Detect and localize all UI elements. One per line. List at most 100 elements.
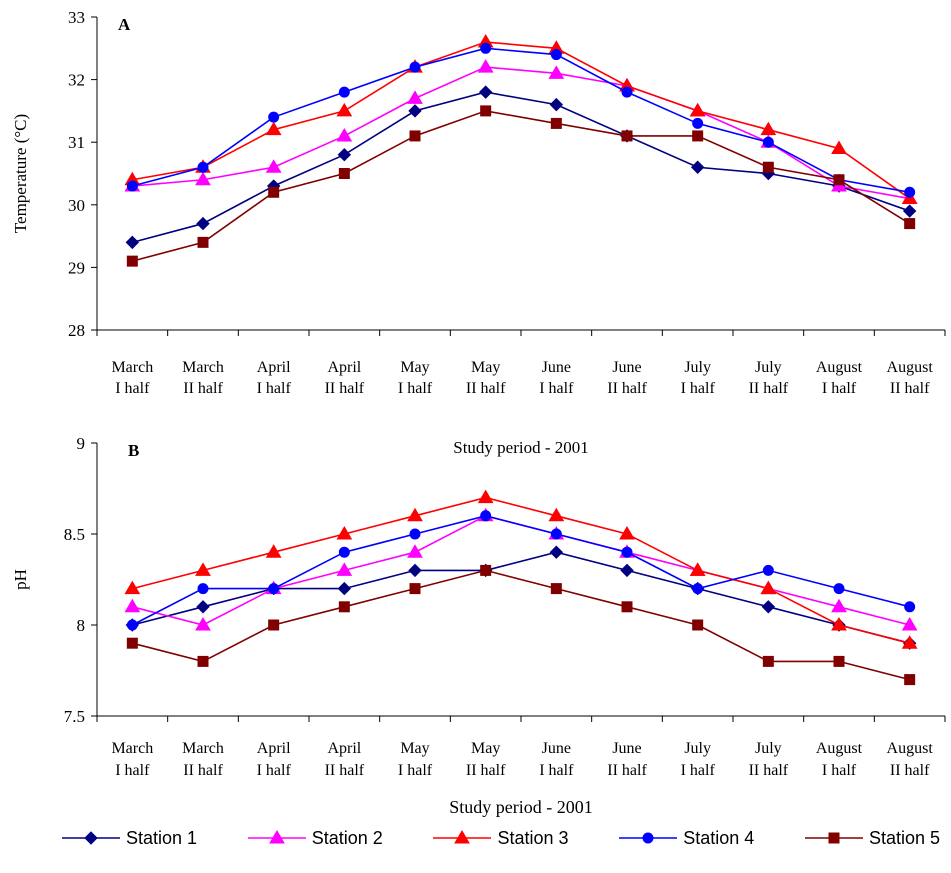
data-point-station-5 (550, 117, 562, 129)
series-station-1 (125, 85, 917, 250)
x-tick-label: March (182, 359, 224, 376)
x-tick-label: June (612, 359, 641, 376)
data-point-station-1 (549, 545, 564, 559)
legend-marker-station-5 (804, 832, 863, 844)
x-tick-label: I half (681, 762, 716, 779)
panel-label: A (118, 15, 131, 34)
series-station-3 (124, 489, 918, 649)
chart-a: 28 29 30 31 32 33 March I half March II half April… (11, 8, 946, 397)
x-tick-label: July (755, 359, 782, 376)
x-tick-label: II half (890, 762, 930, 779)
data-point-station-5 (550, 583, 562, 595)
x-tick-label: April (257, 740, 291, 757)
data-point-station-4 (126, 619, 138, 631)
x-tick-label: May (471, 740, 500, 757)
data-point-station-3 (195, 562, 211, 576)
x-tick-label: August (816, 359, 863, 376)
series-line-station-2 (132, 66, 910, 200)
x-tick-label: April (327, 740, 361, 757)
data-point-station-3 (619, 526, 635, 540)
data-point-station-2 (195, 617, 211, 631)
series-station-5 (126, 105, 916, 267)
y-axis-label: Temperature (°C) (11, 114, 30, 233)
legend-marker-station-1 (62, 831, 120, 845)
data-point-station-1 (337, 581, 352, 596)
data-point-station-4 (762, 564, 774, 576)
x-tick-label: II half (607, 380, 647, 397)
data-point-station-2 (407, 90, 423, 104)
data-point-station-5 (268, 619, 280, 631)
data-point-station-3 (548, 507, 565, 522)
data-point-station-5 (338, 601, 350, 613)
data-point-station-5 (833, 174, 845, 186)
data-point-station-3 (689, 562, 706, 576)
data-point-station-4 (833, 583, 845, 595)
x-tick-label: May (400, 359, 429, 376)
data-point-station-3 (124, 580, 141, 595)
data-point-station-1 (408, 563, 422, 578)
legend-symbol (642, 832, 654, 844)
x-tick-label: August (887, 740, 934, 757)
data-point-station-5 (126, 637, 138, 649)
data-point-station-5 (409, 130, 421, 142)
data-point-station-3 (831, 617, 847, 631)
data-point-station-1 (408, 104, 422, 118)
legend-symbol (268, 830, 285, 844)
legend-label-station-2: Station 2 (311, 827, 383, 848)
x-tick-label: II half (607, 762, 647, 779)
legend-marker-station-4 (619, 832, 678, 844)
data-point-station-4 (197, 583, 209, 595)
legend-symbol (828, 832, 840, 844)
data-point-station-5 (197, 236, 209, 248)
panel-label: B (128, 441, 139, 460)
data-point-station-5 (762, 655, 774, 667)
x-tick-label: I half (398, 762, 433, 779)
series-line-station-5 (132, 569, 910, 681)
x-tick-label: I half (822, 762, 857, 779)
data-point-station-1 (620, 563, 634, 578)
x-tick-label: June (542, 740, 571, 757)
data-point-station-4 (409, 528, 421, 540)
data-point-station-2 (124, 598, 141, 613)
legend-item-station-2: Station 2 (246, 828, 383, 849)
legend-item-station-5: Station 5 (803, 828, 940, 849)
data-point-station-4 (621, 86, 633, 98)
x-tick-label: II half (183, 762, 223, 779)
x-tick-label: March (111, 359, 153, 376)
x-tick-label: I half (115, 762, 150, 779)
data-point-station-1 (761, 600, 776, 614)
data-point-station-5 (197, 655, 209, 667)
data-point-station-4 (268, 111, 280, 123)
x-tick-label: I half (539, 762, 574, 779)
data-point-station-2 (336, 562, 353, 576)
series-line-station-1 (132, 91, 910, 244)
data-point-station-3 (831, 140, 847, 154)
x-axis-label: Study period - 2001 (449, 797, 593, 817)
data-point-station-3 (265, 121, 282, 136)
data-point-station-3 (760, 121, 777, 136)
legend-item-station-1: Station 1 (60, 828, 197, 849)
legend-label-station-1: Station 1 (126, 827, 198, 848)
series-station-2 (124, 507, 918, 631)
data-point-station-5 (621, 601, 633, 613)
data-point-station-3 (265, 544, 282, 558)
x-tick-label: II half (466, 762, 506, 779)
data-point-station-4 (762, 136, 774, 148)
y-tick-label: 31 (68, 133, 85, 152)
data-point-station-3 (477, 489, 494, 504)
legend: Station 1 Station 2 Station 3 Station 4 … (60, 818, 940, 858)
series-station-5 (126, 564, 916, 686)
x-tick-label: II half (749, 762, 789, 779)
data-point-station-5 (833, 655, 845, 667)
x-tick-label: March (182, 740, 224, 757)
y-tick-label: 30 (68, 196, 85, 215)
data-point-station-3 (689, 102, 706, 117)
legend-symbol (84, 831, 98, 845)
data-point-station-4 (550, 528, 562, 540)
data-point-station-1 (478, 85, 493, 99)
data-point-station-5 (480, 105, 492, 117)
data-point-station-1 (549, 97, 564, 112)
y-tick-label: 8.5 (64, 525, 85, 544)
data-point-station-5 (268, 186, 280, 198)
